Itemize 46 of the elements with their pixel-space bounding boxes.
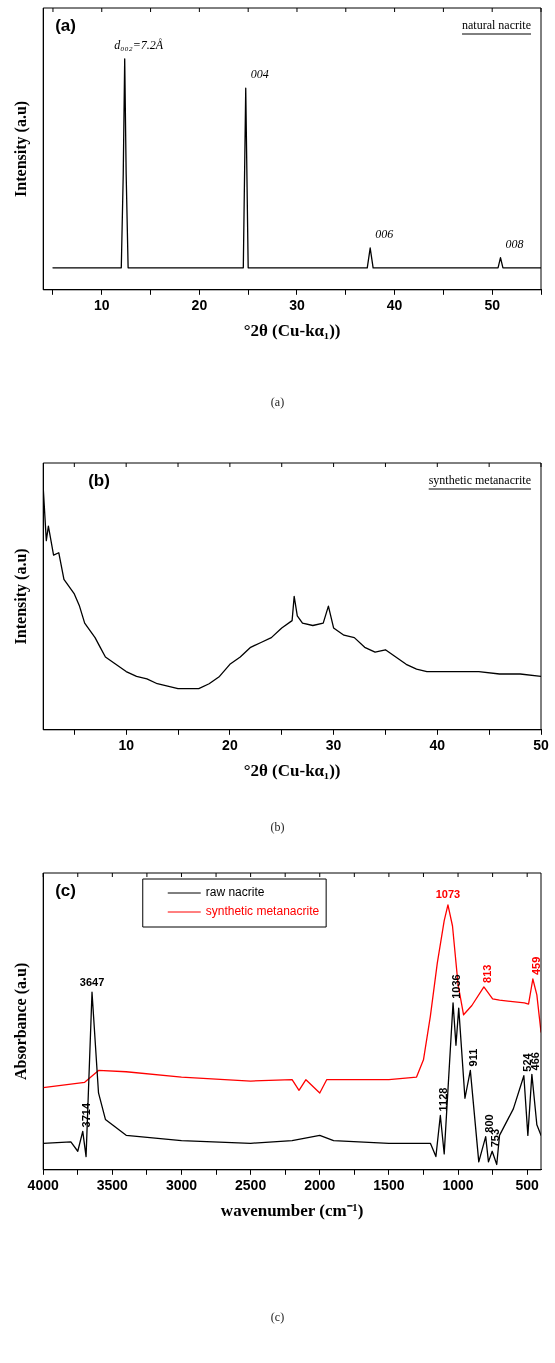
y-axis-title: Intensity (a.u) bbox=[11, 100, 30, 197]
annotation: 459 bbox=[529, 956, 542, 975]
x-tick-label: 10 bbox=[118, 737, 135, 754]
chart-title: (c) bbox=[55, 881, 76, 901]
chart-subtitle: synthetic metanacrite bbox=[428, 473, 531, 488]
x-tick-label: 3000 bbox=[165, 1177, 198, 1194]
y-axis-title: Absorbance (a.u) bbox=[11, 962, 30, 1081]
x-tick-label: 30 bbox=[289, 297, 305, 314]
legend-label: raw nacrite bbox=[205, 885, 265, 900]
x-tick-label: 20 bbox=[191, 297, 208, 314]
chart-subtitle: natural nacrite bbox=[462, 18, 531, 33]
text: (c) bbox=[269, 1310, 286, 1325]
x-tick-label: 10 bbox=[93, 297, 110, 314]
chart-title: (a) bbox=[55, 16, 76, 36]
annotation: 1036 bbox=[450, 974, 463, 999]
annotation: d₀₀₂=7.2Å bbox=[114, 37, 164, 52]
x-tick-label: 2500 bbox=[235, 1177, 267, 1194]
x-tick-label: 500 bbox=[515, 1177, 540, 1194]
x-tick-label: 40 bbox=[429, 737, 446, 754]
annotation: 813 bbox=[480, 964, 493, 983]
text: (b) bbox=[269, 820, 286, 835]
chart-title: (b) bbox=[88, 471, 110, 491]
x-tick-label: 20 bbox=[222, 737, 238, 754]
annotation: 006 bbox=[375, 227, 394, 242]
annotation: 1128 bbox=[437, 1087, 450, 1112]
x-tick-label: 30 bbox=[325, 737, 342, 754]
annotation: 3714 bbox=[79, 1102, 92, 1128]
x-tick-label: 50 bbox=[533, 737, 549, 754]
x-tick-label: 4000 bbox=[27, 1177, 59, 1194]
text: (a) bbox=[269, 395, 286, 410]
x-axis-title: °2θ (Cu-kα₁)) bbox=[243, 761, 341, 781]
legend-label: synthetic metanacrite bbox=[205, 904, 320, 919]
x-tick-label: 1500 bbox=[373, 1177, 405, 1194]
annotation: 911 bbox=[467, 1048, 480, 1067]
annotation: 3647 bbox=[79, 975, 105, 988]
x-tick-label: 2000 bbox=[304, 1177, 336, 1194]
x-tick-label: 50 bbox=[484, 297, 501, 314]
x-tick-label: 1000 bbox=[442, 1177, 474, 1194]
x-tick-label: 40 bbox=[386, 297, 403, 314]
x-axis-title: wavenumber (cm⁻¹) bbox=[220, 1201, 364, 1221]
annotation: 008 bbox=[505, 236, 524, 251]
x-axis-title: °2θ (Cu-kα₁)) bbox=[243, 321, 341, 341]
annotation: 1073 bbox=[435, 888, 461, 901]
y-axis-title: Intensity (a.u) bbox=[11, 548, 30, 645]
annotation: 004 bbox=[250, 67, 269, 82]
x-tick-label: 3500 bbox=[96, 1177, 129, 1194]
